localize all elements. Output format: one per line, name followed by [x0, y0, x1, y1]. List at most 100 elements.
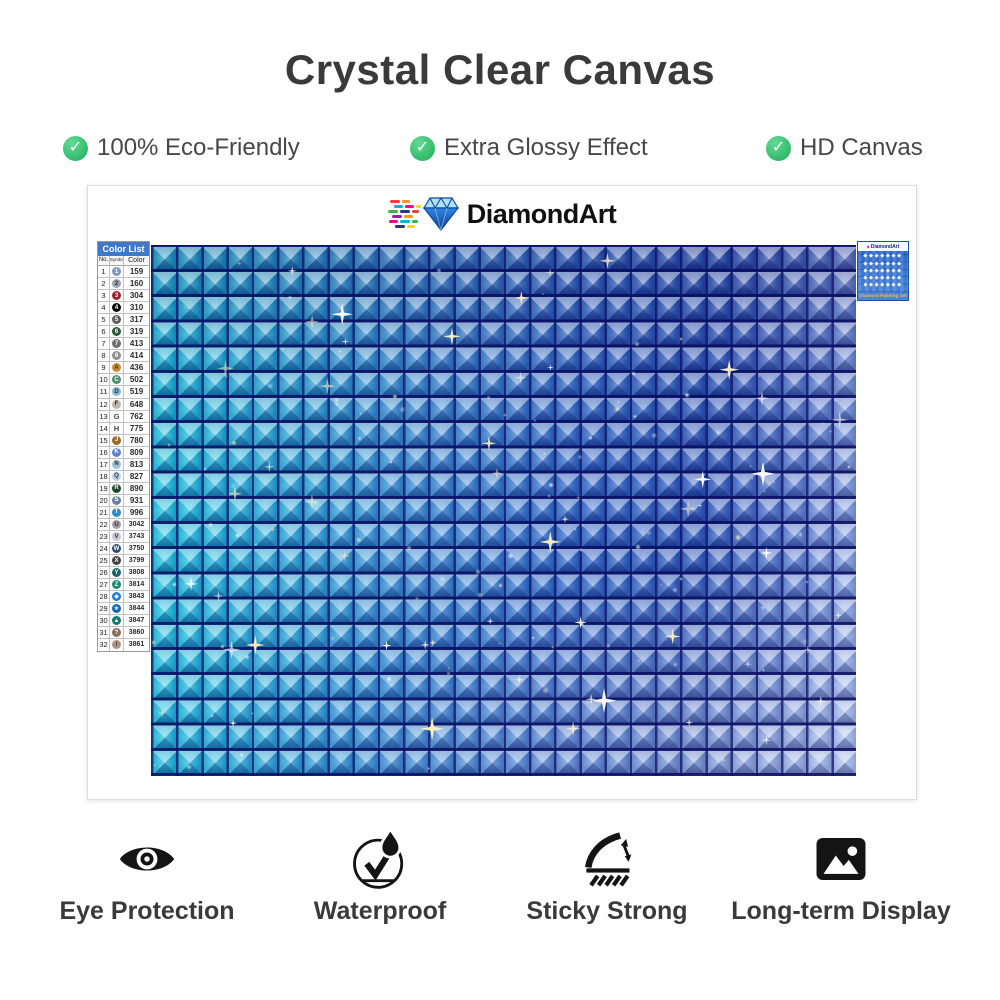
sparkle — [183, 576, 199, 592]
sparkle — [216, 359, 235, 378]
sparkle — [834, 611, 843, 620]
sparkle — [268, 383, 274, 389]
sparkle — [210, 713, 214, 718]
sparkle — [846, 464, 852, 470]
check-circle-icon: ✓ — [766, 135, 791, 161]
sparkle — [369, 653, 374, 658]
color-row-code: 436 — [129, 363, 144, 373]
benefit-long-term-display: Long-term Display — [721, 824, 961, 926]
sparkle — [239, 752, 244, 758]
sparkle — [541, 292, 545, 296]
sparkle — [250, 711, 254, 715]
sparkle — [497, 582, 504, 589]
sparkle — [750, 461, 776, 486]
sparkle — [710, 726, 716, 731]
product-sheet: DiamondArt Color List No. Symbol Color 1… — [87, 185, 917, 800]
sparkle — [747, 525, 750, 528]
color-row-no: 22 — [98, 518, 110, 531]
package-grid: ◆◆◆◆◆◆◆ ◆◆◆◆◆◆◆ ◆◆◆◆◆◆◆ ◆◆◆◆◆◆◆ ◆◆◆◆◆◆◆ — [858, 251, 908, 292]
brand-logo: DiamondArt — [88, 197, 916, 231]
sparkle — [319, 377, 336, 395]
color-row-no: 9 — [98, 362, 110, 374]
sparkle — [331, 303, 353, 325]
color-row-symbol: 4 — [110, 302, 124, 314]
color-row: 26 Y 3808 — [98, 567, 149, 580]
color-row-no: 20 — [98, 494, 110, 506]
feature-glossy-effect: ✓ Extra Glossy Effect — [410, 134, 648, 162]
sparkle — [281, 347, 284, 351]
color-row-code: 762 — [129, 411, 144, 421]
picture-icon — [813, 827, 869, 891]
sparkle — [235, 260, 243, 267]
color-row-symbol: 8 — [110, 350, 124, 362]
sparkle — [672, 661, 679, 668]
sparkle — [685, 718, 694, 727]
sparkle — [750, 623, 753, 627]
color-row-code: 996 — [129, 507, 144, 517]
color-row-symbol: / — [110, 639, 124, 651]
sparkle — [758, 374, 761, 377]
sticky-icon — [577, 827, 637, 891]
sparkle — [754, 390, 770, 406]
color-row-no: 23 — [98, 531, 110, 543]
color-row-no: 16 — [98, 446, 110, 458]
color-row-no: 5 — [98, 314, 110, 326]
color-row: 15 J 780 — [98, 434, 149, 447]
feature-label: 100% Eco-Friendly — [97, 134, 300, 161]
sparkle — [427, 767, 431, 771]
sparkle — [223, 374, 229, 379]
color-row-symbol: Z — [110, 579, 124, 591]
sparkle — [234, 533, 240, 539]
sparkle — [497, 641, 501, 646]
page-title: Crystal Clear Canvas — [284, 46, 716, 93]
sparkle — [565, 721, 581, 737]
sparkle — [631, 371, 636, 376]
color-row-symbol: W — [110, 543, 124, 555]
color-list-rows: 1 1 159 2 2 160 3 3 304 4 4 310 5 5 317 6 6 319 7 7 413 8 8 414… — [98, 266, 149, 651]
sparkle — [301, 340, 304, 343]
sparkle — [545, 267, 555, 278]
canvas-preview — [151, 245, 856, 776]
feature-eco-friendly: ✓ 100% Eco-Friendly — [63, 134, 300, 162]
sparkle — [659, 583, 663, 587]
color-row-symbol: X — [110, 555, 124, 567]
color-row-code: 3743 — [128, 533, 145, 541]
color-row: 2 2 160 — [98, 278, 149, 291]
color-row-code: 3861 — [128, 641, 145, 649]
sparkle — [533, 418, 537, 423]
color-row-code: 890 — [129, 483, 144, 493]
sparkle — [713, 604, 720, 611]
sparkle — [203, 466, 208, 471]
sparkle — [330, 635, 336, 642]
sparkle — [486, 617, 494, 625]
sparkle — [580, 523, 585, 528]
color-row-symbol: ★ — [110, 603, 124, 615]
color-row: 10 C 502 — [98, 374, 149, 387]
sparkle — [280, 294, 284, 297]
color-row-symbol: ◆ — [110, 591, 124, 603]
sparkle — [551, 645, 555, 649]
sparkle — [584, 698, 591, 705]
color-row-symbol: K — [110, 446, 124, 458]
color-row-no: 19 — [98, 482, 110, 494]
color-row-no: 4 — [98, 302, 110, 314]
sparkle — [314, 502, 317, 505]
sparkle — [543, 452, 546, 455]
feature-label: HD Canvas — [800, 134, 923, 161]
sparkle — [576, 453, 583, 461]
sparkle — [481, 436, 497, 451]
color-row-no: 31 — [98, 627, 110, 639]
color-row: 22 U 3042 — [98, 518, 149, 532]
sparkle — [546, 364, 554, 371]
color-row-symbol: C — [110, 374, 124, 386]
color-row-code: 780 — [129, 435, 144, 445]
sparkle — [399, 406, 406, 413]
sparkle — [514, 291, 529, 305]
sparkle — [212, 590, 225, 602]
sparkle — [650, 432, 658, 439]
sparkle — [381, 640, 392, 651]
color-row-symbol: U — [110, 518, 124, 531]
color-row: 12 F 648 — [98, 398, 149, 411]
color-row-symbol: Q — [110, 470, 124, 482]
sparkle — [679, 500, 697, 518]
